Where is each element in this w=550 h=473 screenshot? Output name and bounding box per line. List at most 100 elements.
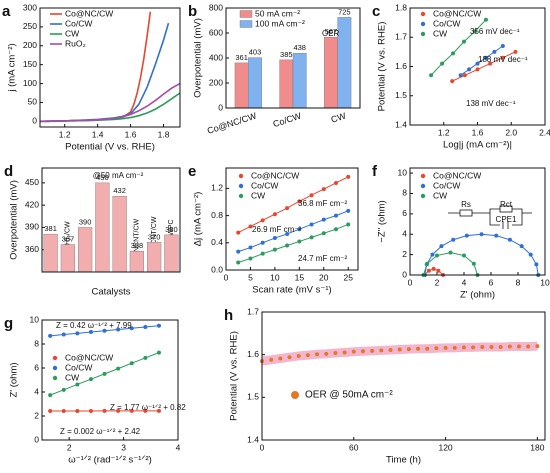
value-label: 358	[131, 241, 144, 250]
legend-swatch	[420, 173, 426, 179]
legend-label: Co/CW	[251, 180, 278, 190]
y-tick-label: 1.4	[395, 119, 407, 129]
y-tick-label: 10	[30, 314, 40, 324]
value-label: 361	[235, 53, 248, 62]
y-tick-label: 150	[23, 59, 37, 69]
legend-swatch	[52, 355, 58, 361]
point	[272, 212, 277, 217]
y-tick-label: 6	[402, 208, 407, 218]
x-tick-label: 10	[270, 272, 280, 282]
point	[507, 237, 512, 242]
legend-swatch	[238, 173, 244, 179]
category-label: CW	[330, 110, 348, 124]
legend-label: CW	[433, 190, 447, 200]
point	[346, 208, 351, 213]
annotation: 188 mV dec⁻¹	[478, 55, 528, 64]
y-tick-label: 360	[25, 244, 39, 254]
point	[519, 244, 524, 249]
x-axis-label: Z' (ohm)	[460, 290, 495, 301]
bar	[234, 62, 249, 109]
x-axis-label: ω⁻¹ᐟ² (rad⁻¹ᐟ² s⁻¹ᐟ²)	[68, 455, 152, 466]
x-tick-label: 1.4	[92, 129, 104, 139]
y-tick-label: 2	[402, 249, 407, 259]
legend-label: Co@NC/CW	[433, 170, 481, 180]
panel-label: b	[188, 3, 197, 20]
point	[88, 330, 93, 334]
y-tick-label: 600	[209, 27, 223, 37]
point	[480, 344, 485, 349]
y-tick-label: 390	[25, 222, 39, 232]
point	[464, 233, 469, 238]
legend-label: Co@NC/CW	[251, 170, 299, 180]
bar	[60, 244, 75, 273]
point	[416, 346, 421, 351]
plot-frame	[225, 167, 359, 271]
y-axis-label: Overpotential (mV)	[193, 18, 204, 98]
point	[61, 332, 66, 337]
point	[406, 347, 411, 352]
panel-label: f	[372, 163, 378, 180]
y-tick-label: 1.8	[395, 2, 407, 12]
point	[528, 252, 533, 257]
point	[462, 73, 467, 78]
point	[452, 345, 457, 350]
point	[296, 353, 301, 358]
point	[397, 347, 402, 352]
bar	[95, 182, 110, 273]
bar	[164, 234, 179, 273]
point	[156, 408, 161, 413]
legend-swatch	[239, 20, 253, 28]
y-tick-label: 0	[34, 434, 39, 444]
point	[102, 408, 107, 413]
point	[475, 61, 480, 66]
x-tick-label: 1.6	[125, 129, 137, 139]
point	[450, 79, 455, 84]
y-tick-label: 0	[218, 102, 223, 112]
x-tick-label: 2	[435, 277, 440, 287]
y-tick-label: 8	[34, 338, 39, 348]
point	[513, 49, 518, 54]
value-label: 367	[62, 234, 75, 243]
panel-label: d	[4, 163, 13, 180]
point	[248, 224, 253, 229]
point	[475, 67, 480, 72]
point	[129, 326, 134, 331]
point	[451, 51, 456, 56]
bar	[324, 36, 338, 109]
y-tick-label: 1.7	[395, 32, 407, 42]
circuit-wire	[448, 208, 532, 226]
x-axis-label: Log|j (mA cm⁻²)|	[443, 140, 512, 151]
y-tick-label: 100	[23, 78, 37, 88]
legend-label: CW	[65, 372, 79, 382]
point	[129, 408, 134, 413]
point	[443, 345, 448, 350]
point	[102, 328, 107, 333]
point	[379, 348, 384, 353]
x-tick-label: 15	[295, 272, 305, 282]
line	[40, 22, 170, 123]
x-tick-label: 60	[349, 442, 359, 452]
bar	[147, 242, 162, 273]
annotation: OER	[322, 29, 340, 38]
plot-frame	[41, 167, 181, 273]
line	[39, 82, 181, 123]
legend-label: CW	[251, 190, 265, 200]
annotation: Z = 0.42 ω⁻¹ᐟ² + 7.99	[56, 321, 132, 330]
point	[285, 243, 290, 248]
point	[436, 268, 441, 273]
x-tick-label: 3	[121, 442, 126, 452]
plot-frame	[261, 311, 546, 441]
point	[488, 61, 493, 66]
x-tick-label: 120	[438, 442, 452, 452]
x-tick-label: 0	[260, 442, 265, 452]
point	[429, 73, 434, 78]
legend-label: Co/CW	[65, 362, 92, 372]
y-axis-label: j (mA cm⁻²)	[7, 43, 18, 92]
legend-label: Co@NC/CW	[65, 8, 113, 18]
legend-swatch	[420, 11, 426, 17]
point	[489, 344, 494, 349]
point	[272, 247, 277, 252]
y-tick-label: 4	[402, 228, 407, 238]
x-axis-label: Time (h)	[386, 455, 421, 466]
circuit-inset	[448, 205, 532, 229]
